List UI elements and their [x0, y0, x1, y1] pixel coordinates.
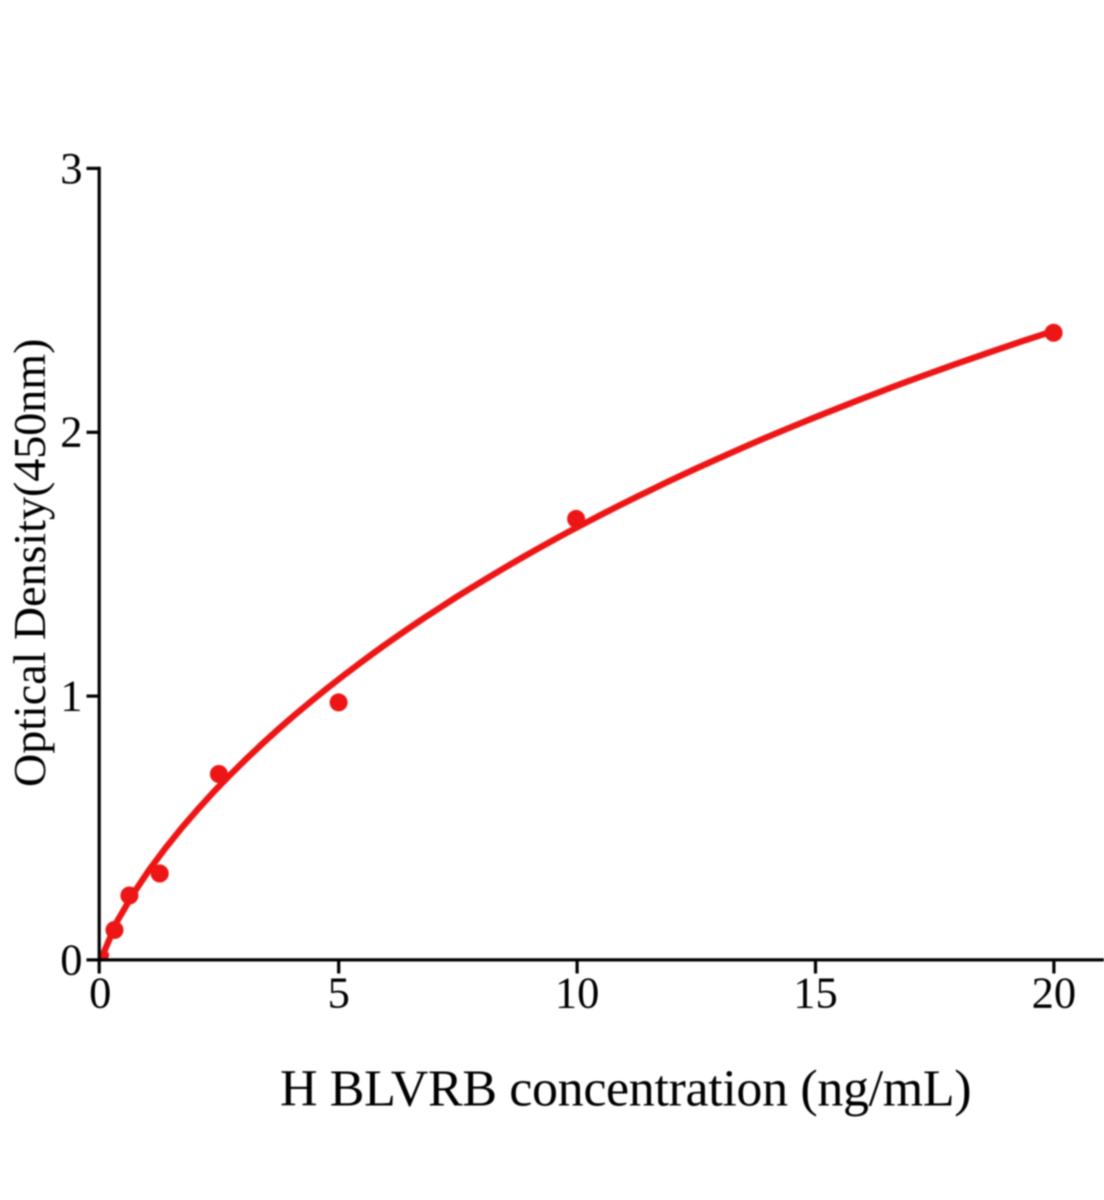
svg-text:Optical Density(450nm): Optical Density(450nm)	[4, 339, 55, 787]
svg-text:10: 10	[555, 968, 600, 1018]
svg-text:20: 20	[1032, 968, 1077, 1018]
svg-text:H BLVRB concentration (ng/mL): H BLVRB concentration (ng/mL)	[280, 1061, 971, 1118]
svg-text:15: 15	[793, 968, 838, 1018]
svg-text:1: 1	[60, 671, 82, 721]
svg-text:0: 0	[60, 934, 82, 984]
svg-text:3: 3	[60, 143, 82, 193]
svg-text:0: 0	[89, 968, 111, 1018]
svg-text:2: 2	[60, 407, 82, 457]
svg-text:5: 5	[328, 968, 350, 1018]
